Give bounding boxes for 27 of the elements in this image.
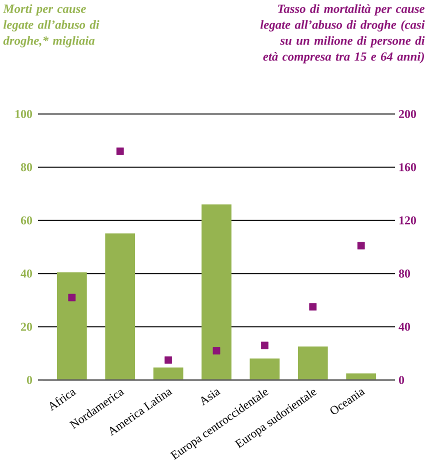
point [164, 356, 172, 364]
point [116, 148, 124, 155]
y2-tick-label: 120 [399, 216, 416, 224]
point [212, 347, 220, 354]
point [68, 294, 76, 302]
bar [56, 272, 87, 380]
bar [202, 204, 232, 380]
y2-tick-label: 160 [399, 163, 416, 172]
bar [105, 233, 136, 380]
point [309, 303, 317, 311]
text: Tasso di mortalità per cause legate all’abuso di droghe (casi su un milione di persone di età compresa tra 15 e 64 anni) [260, 4, 425, 64]
bar [153, 367, 184, 380]
bar [298, 346, 328, 380]
y-tick-label: 0 [26, 376, 32, 384]
y-tick-label: 20 [21, 322, 32, 331]
y2-tick-label: 80 [398, 270, 410, 278]
y-tick-label: 40 [20, 270, 32, 278]
y2-tick-label: 40 [398, 322, 410, 331]
y-tick-label: 100 [16, 110, 32, 118]
y2-tick-label: 0 [398, 376, 404, 384]
point [260, 342, 268, 350]
point [357, 242, 365, 250]
y-tick-label: 80 [20, 163, 32, 172]
text: Morti per cause legate all’abuso di droghe,* migliaia [3, 4, 100, 48]
y2-tick-label: 200 [399, 110, 416, 118]
y-tick-label: 60 [20, 216, 32, 224]
bar [250, 358, 280, 380]
